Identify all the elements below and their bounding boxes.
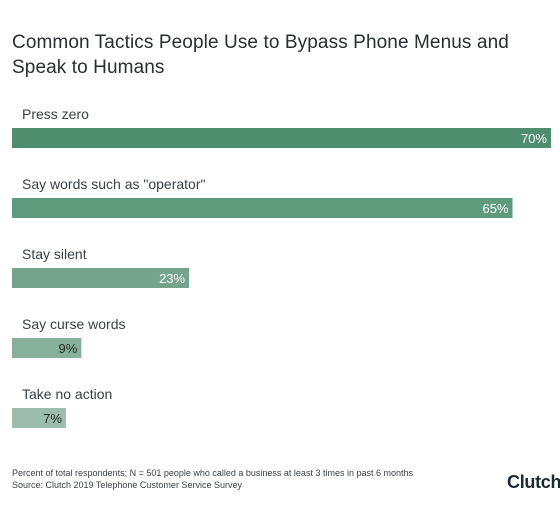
category-label: Say words such as "operator" (22, 176, 206, 192)
value-label: 7% (43, 411, 62, 426)
footnote-source: Source: Clutch 2019 Telephone Customer S… (12, 480, 242, 490)
bar (12, 408, 66, 428)
footnote: Percent of total respondents; N = 501 pe… (12, 467, 413, 491)
category-label: Press zero (22, 106, 89, 122)
value-label: 23% (159, 271, 185, 286)
value-label: 70% (521, 131, 547, 146)
bar (12, 268, 190, 288)
category-label: Stay silent (22, 246, 87, 262)
value-label: 65% (482, 201, 508, 216)
chart-title: Common Tactics People Use to Bypass Phon… (12, 32, 509, 78)
bar-chart: Press zero 70% Say words such as "operator… (12, 106, 551, 428)
clutch-logo: Clutch (507, 472, 560, 492)
category-label: Take no action (22, 386, 112, 402)
bar (12, 198, 513, 218)
bar (12, 338, 82, 358)
category-label: Say curse words (22, 316, 125, 332)
value-label: 9% (59, 341, 78, 356)
footnote-respondents: Percent of total respondents; N = 501 pe… (12, 468, 413, 478)
bar (12, 128, 551, 148)
